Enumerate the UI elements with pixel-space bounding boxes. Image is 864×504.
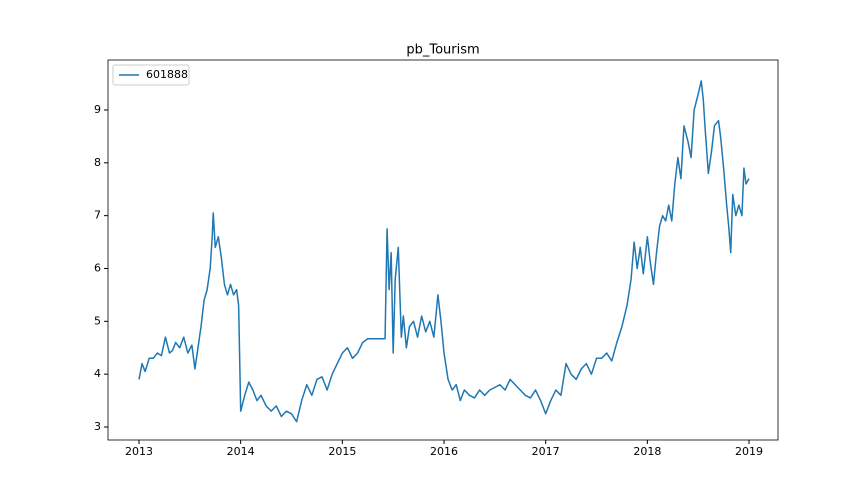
chart-title: pb_Tourism [406,43,479,58]
legend-label: 601888 [146,68,188,81]
x-tick-label: 2017 [532,445,560,458]
legend-box [112,64,190,86]
plot-frame [107,59,779,441]
line-series [138,80,750,423]
y-tick-label: 7 [94,209,101,222]
x-tick-label: 2014 [227,445,255,458]
y-tick-label: 4 [94,367,101,380]
y-tick-label: 3 [94,420,101,433]
x-tick-label: 2019 [735,445,763,458]
x-tick-label: 2015 [328,445,356,458]
x-tick-label: 2013 [125,445,153,458]
x-tick-label: 2016 [430,445,458,458]
y-tick-label: 9 [94,103,101,116]
y-tick-label: 5 [94,314,101,327]
y-tick-label: 8 [94,156,101,169]
y-tick-label: 6 [94,261,101,274]
x-tick-label: 2018 [633,445,661,458]
